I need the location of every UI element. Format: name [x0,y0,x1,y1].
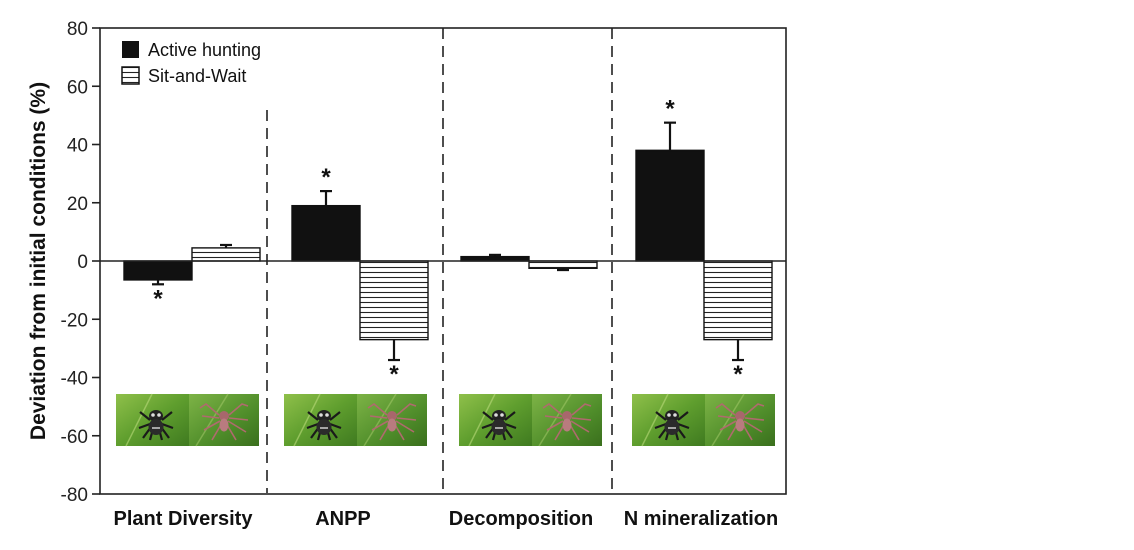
y-tick-label: -40 [61,369,88,390]
bar-active-hunting [291,204,361,262]
legend-swatch-sit-and-wait [121,66,140,85]
y-axis-label: Deviation from initial conditions (%) [27,82,50,440]
y-tick-label: 0 [77,252,88,273]
significance-asterisk: * [665,96,675,123]
legend-swatch-active-hunting [122,41,139,58]
legend-label-active-hunting: Active hunting [148,40,261,60]
error-bars [152,121,744,362]
bar-sit-and-wait [703,260,773,341]
y-axis-ticks: 80 60 40 20 0 -20 -40 -60 -80 [61,19,100,506]
y-tick-label: 60 [67,77,88,98]
y-tick-label: 20 [67,194,88,215]
category-separators [266,28,613,493]
legend: Active hunting Sit-and-Wait [121,40,261,86]
y-tick-label: -80 [61,485,88,506]
category-label: Decomposition [449,508,593,530]
bar-sit-and-wait [191,247,261,262]
spider-photos [114,392,777,448]
spider-photo-pair [457,392,604,448]
bar-sit-and-wait [528,260,598,269]
spider-photo-pair [114,392,261,448]
legend-label-sit-and-wait: Sit-and-Wait [148,66,246,86]
significance-markers: * * * * * [153,96,743,388]
significance-asterisk: * [733,361,743,388]
spider-photo-pair [282,392,429,448]
y-tick-label: -60 [61,427,88,448]
bar-active-hunting [635,149,705,262]
significance-asterisk: * [321,164,331,191]
bar-sit-and-wait [359,260,429,341]
y-tick-label: 80 [67,19,88,40]
category-labels: Plant Diversity ANPP Decomposition N minera… [114,508,779,530]
category-label: N mineralization [624,508,778,530]
y-tick-label: 40 [67,136,88,157]
spider-photo-pair [630,392,777,448]
significance-asterisk: * [153,285,163,312]
category-label: ANPP [315,508,371,530]
category-label: Plant Diversity [114,508,254,530]
bar-active-hunting [123,260,193,281]
significance-asterisk: * [389,361,399,388]
bars [123,149,773,341]
y-tick-label: -20 [61,310,88,331]
